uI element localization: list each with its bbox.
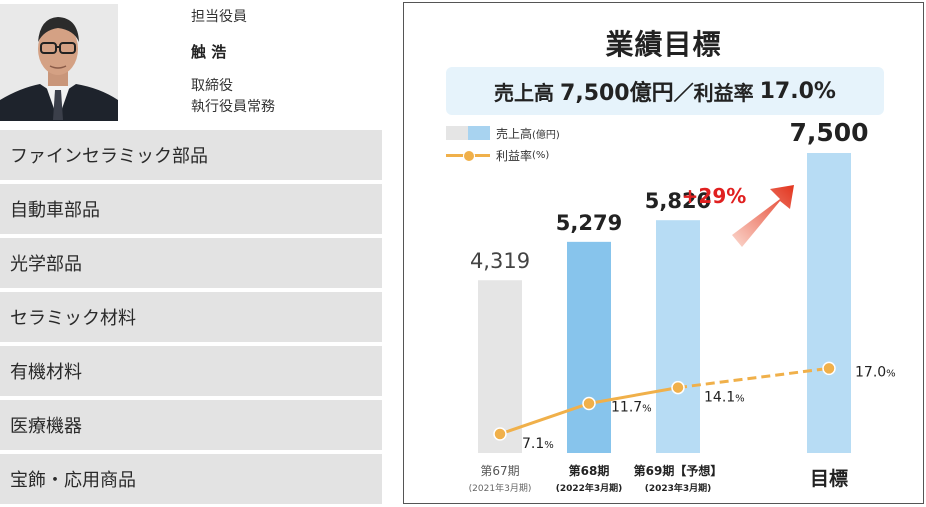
executive-role: 担当役員 <box>191 9 247 25</box>
margin-point <box>582 396 596 411</box>
category-sublabel: (2023年3月期) <box>645 482 712 494</box>
margin-value-label: 14.1% <box>704 390 745 406</box>
category-label: 第69期【予想】 <box>634 463 723 478</box>
percent-suffix: % <box>642 404 652 415</box>
executive-title-line1: 取締役 <box>191 78 233 94</box>
target-sales-label: 売上高 <box>494 80 555 105</box>
sales-bar <box>656 220 700 453</box>
legend-item-margin: 利益率 (%) <box>446 145 560 165</box>
executive-title: 取締役 執行役員常務 <box>191 76 275 118</box>
sales-value-label: 5,279 <box>556 211 622 235</box>
category-label: 第67期 <box>480 464 519 478</box>
legend-label-margin: 利益率 <box>496 148 533 163</box>
legend-item-sales: 売上高 (億円) <box>446 123 560 143</box>
legend-line-margin <box>446 148 490 162</box>
segment-item: 有機材料 <box>0 346 382 396</box>
margin-value-label: 7.1% <box>522 436 554 452</box>
segment-item: 医療機器 <box>0 400 382 450</box>
percent-suffix: % <box>886 368 896 379</box>
chart-title: 業績目標 <box>605 28 722 61</box>
segment-item: セラミック材料 <box>0 292 382 342</box>
target-margin-label: 利益率 <box>693 80 754 105</box>
chart-panel: 業績目標 売上高 7,500億円 ／ 利益率 17.0% 売上高 (億円) 利益… <box>403 2 924 504</box>
sales-value-label: 5,820 <box>645 189 711 213</box>
margin-value-label: 11.7% <box>611 400 652 416</box>
chart-legend: 売上高 (億円) 利益率 (%) <box>446 123 560 167</box>
legend-swatch-sales <box>446 126 490 140</box>
sales-bar <box>567 241 611 453</box>
legend-unit-sales: (億円) <box>532 129 560 141</box>
target-banner: 売上高 7,500億円 ／ 利益率 17.0% <box>446 67 884 115</box>
margin-value-label: 17.0% <box>855 364 896 380</box>
target-margin-value: 17.0% <box>759 78 836 104</box>
target-separator: ／ <box>673 80 694 105</box>
margin-line-forecast <box>677 366 830 390</box>
legend-label-sales: 売上高 <box>496 126 533 141</box>
legend-unit-margin: (%) <box>532 149 550 161</box>
segment-item: ファインセラミック部品 <box>0 130 382 180</box>
target-sales-value: 7,500億円 <box>560 81 674 106</box>
segment-list: ファインセラミック部品 自動車部品 光学部品 セラミック材料 有機材料 医療機器… <box>0 130 382 507</box>
chart-plot: 4,319 5,279 5,820 7,500 +29% 7.1% 11.7% 14.1% 17… <box>469 118 896 494</box>
margin-point <box>671 380 685 395</box>
category-sublabel: (2021年3月期) <box>469 482 532 494</box>
percent-suffix: % <box>544 440 554 451</box>
sales-value-label: 4,319 <box>470 249 530 273</box>
executive-photo <box>0 4 118 121</box>
growth-arrow <box>732 185 794 247</box>
margin-point <box>822 361 836 376</box>
margin-point <box>493 427 507 441</box>
category-label: 第68期 <box>569 463 610 478</box>
executive-title-line2: 執行役員常務 <box>191 99 275 115</box>
segment-item: 光学部品 <box>0 238 382 288</box>
segment-item: 宝飾・応用商品 <box>0 454 382 504</box>
sales-value-label: 7,500 <box>789 118 868 147</box>
percent-suffix: % <box>735 394 745 405</box>
category-sublabel: (2022年3月期) <box>556 482 623 494</box>
growth-annotation: +29% <box>682 184 747 208</box>
sales-bar <box>478 280 522 453</box>
executive-name: 触 浩 <box>191 43 227 61</box>
sales-bar <box>807 153 851 453</box>
segment-item: 自動車部品 <box>0 184 382 234</box>
category-label: 目標 <box>810 467 848 490</box>
